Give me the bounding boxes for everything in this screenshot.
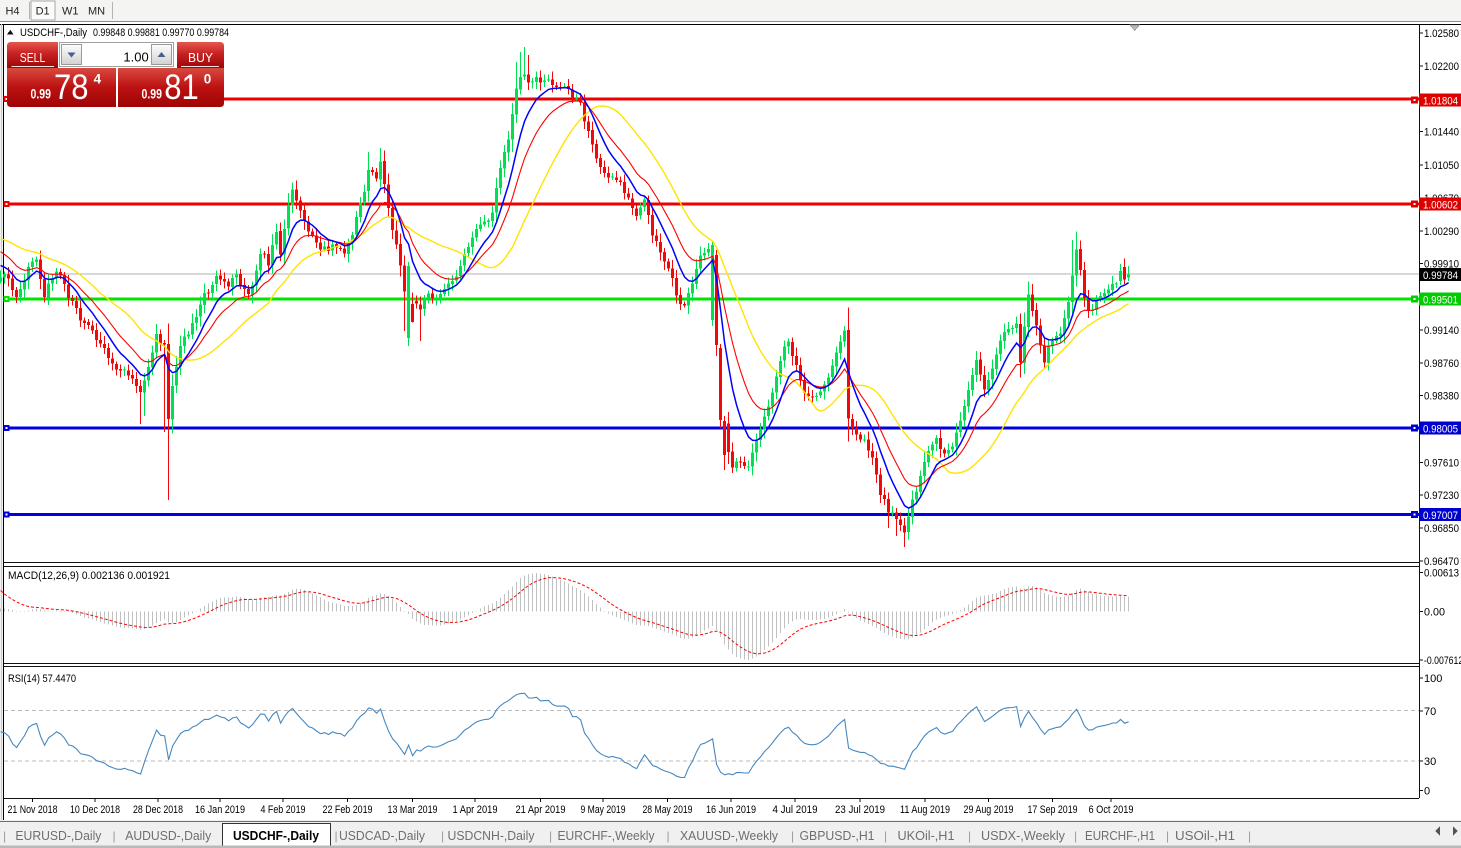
svg-text:USDCHF-,Daily: USDCHF-,Daily <box>233 829 319 843</box>
svg-text:13 Mar 2019: 13 Mar 2019 <box>388 804 438 816</box>
svg-text:1 Apr 2019: 1 Apr 2019 <box>453 804 498 816</box>
svg-text:|: | <box>968 829 971 843</box>
svg-text:W1: W1 <box>62 6 79 18</box>
svg-text:23 Jul 2019: 23 Jul 2019 <box>835 804 885 816</box>
svg-text:30: 30 <box>1424 756 1436 768</box>
svg-text:1.00290: 1.00290 <box>1424 226 1459 238</box>
svg-text:0.99784: 0.99784 <box>1423 270 1458 282</box>
svg-text:10 Dec 2018: 10 Dec 2018 <box>70 804 120 816</box>
svg-text:22 Feb 2019: 22 Feb 2019 <box>323 804 373 816</box>
svg-text:29 Aug 2019: 29 Aug 2019 <box>964 804 1014 816</box>
svg-text:11 Aug 2019: 11 Aug 2019 <box>900 804 950 816</box>
svg-text:0.98005: 0.98005 <box>1423 424 1458 436</box>
svg-text:MACD(12,26,9) 0.002136 0.00192: MACD(12,26,9) 0.002136 0.001921 <box>8 570 170 582</box>
svg-text:0.99501: 0.99501 <box>1423 294 1458 306</box>
svg-text:1.00: 1.00 <box>123 50 148 65</box>
svg-text:|: | <box>1074 829 1077 843</box>
svg-text:0.00: 0.00 <box>1424 606 1445 618</box>
svg-text:0.96850: 0.96850 <box>1424 523 1459 535</box>
svg-text:AUDUSD-,Daily: AUDUSD-,Daily <box>125 829 212 843</box>
svg-text:|: | <box>3 829 6 843</box>
svg-text:0.97230: 0.97230 <box>1424 490 1459 502</box>
svg-text:MN: MN <box>88 6 105 18</box>
svg-text:9 May 2019: 9 May 2019 <box>581 804 626 816</box>
svg-text:USDX-,Weekly: USDX-,Weekly <box>981 829 1066 843</box>
svg-text:GBPUSD-,H1: GBPUSD-,H1 <box>800 829 875 843</box>
svg-text:0.97007: 0.97007 <box>1423 510 1458 522</box>
svg-text:|: | <box>667 829 670 843</box>
svg-text:H4: H4 <box>5 6 19 18</box>
svg-text:4 Feb 2019: 4 Feb 2019 <box>261 804 306 816</box>
svg-text:D1: D1 <box>36 6 50 18</box>
svg-text:0.98760: 0.98760 <box>1424 358 1459 370</box>
svg-text:|: | <box>1166 829 1169 843</box>
svg-text:78: 78 <box>54 68 89 107</box>
svg-text:|: | <box>441 829 444 843</box>
svg-text:1.01050: 1.01050 <box>1424 160 1459 172</box>
svg-text:0.97610: 0.97610 <box>1424 457 1459 469</box>
svg-text:EURCHF-,H1: EURCHF-,H1 <box>1085 829 1155 843</box>
svg-text:USDCAD-,Daily: USDCAD-,Daily <box>339 829 426 843</box>
svg-text:4: 4 <box>94 72 102 87</box>
svg-text:70: 70 <box>1424 706 1436 718</box>
svg-text:|: | <box>1248 829 1251 843</box>
svg-text:1.01440: 1.01440 <box>1424 127 1459 139</box>
svg-text:0.99848 0.99881 0.99770 0.9978: 0.99848 0.99881 0.99770 0.99784 <box>93 27 229 39</box>
svg-text:0.00613: 0.00613 <box>1424 567 1459 579</box>
svg-text:28 Dec 2018: 28 Dec 2018 <box>133 804 183 816</box>
svg-text:USOil-,H1: USOil-,H1 <box>1175 829 1235 843</box>
svg-text:6 Oct 2019: 6 Oct 2019 <box>1089 804 1134 816</box>
svg-text:28 May 2019: 28 May 2019 <box>643 804 693 816</box>
svg-text:4 Jul 2019: 4 Jul 2019 <box>773 804 818 816</box>
svg-text:0.99140: 0.99140 <box>1424 325 1459 337</box>
svg-text:USDCHF-,Daily: USDCHF-,Daily <box>20 27 87 39</box>
svg-text:17 Sep 2019: 17 Sep 2019 <box>1028 804 1078 816</box>
svg-text:21 Nov 2018: 21 Nov 2018 <box>8 804 58 816</box>
svg-text:BUY: BUY <box>188 51 214 65</box>
svg-text:EURUSD-,Daily: EURUSD-,Daily <box>15 829 102 843</box>
svg-text:-0.0076123: -0.0076123 <box>1424 655 1461 667</box>
svg-text:|: | <box>335 829 338 843</box>
svg-text:1.01804: 1.01804 <box>1423 96 1458 108</box>
svg-text:UKOil-,H1: UKOil-,H1 <box>898 829 955 843</box>
svg-text:0: 0 <box>204 72 212 87</box>
svg-text:81: 81 <box>164 68 199 107</box>
svg-text:21 Apr 2019: 21 Apr 2019 <box>516 804 566 816</box>
svg-text:|: | <box>884 829 887 843</box>
svg-text:|: | <box>113 829 116 843</box>
svg-text:|: | <box>549 829 552 843</box>
svg-text:0.98380: 0.98380 <box>1424 391 1459 403</box>
svg-text:100: 100 <box>1424 673 1442 685</box>
svg-text:|: | <box>791 829 794 843</box>
svg-text:EURCHF-,Weekly: EURCHF-,Weekly <box>558 829 656 843</box>
svg-text:1.00602: 1.00602 <box>1423 199 1458 211</box>
svg-text:16 Jun 2019: 16 Jun 2019 <box>706 804 756 816</box>
svg-text:1.02200: 1.02200 <box>1424 61 1459 73</box>
svg-text:SELL: SELL <box>20 51 46 65</box>
svg-text:0.96470: 0.96470 <box>1424 556 1459 568</box>
svg-text:1.02580: 1.02580 <box>1424 28 1459 40</box>
svg-text:16 Jan 2019: 16 Jan 2019 <box>195 804 245 816</box>
svg-text:RSI(14) 57.4470: RSI(14) 57.4470 <box>8 673 76 685</box>
svg-text:0.99: 0.99 <box>142 86 163 101</box>
svg-text:USDCNH-,Daily: USDCNH-,Daily <box>448 829 536 843</box>
svg-text:XAUUSD-,Weekly: XAUUSD-,Weekly <box>680 829 779 843</box>
svg-text:0: 0 <box>1424 786 1430 798</box>
svg-text:0.99: 0.99 <box>31 86 52 101</box>
svg-text:0.99910: 0.99910 <box>1424 259 1459 271</box>
